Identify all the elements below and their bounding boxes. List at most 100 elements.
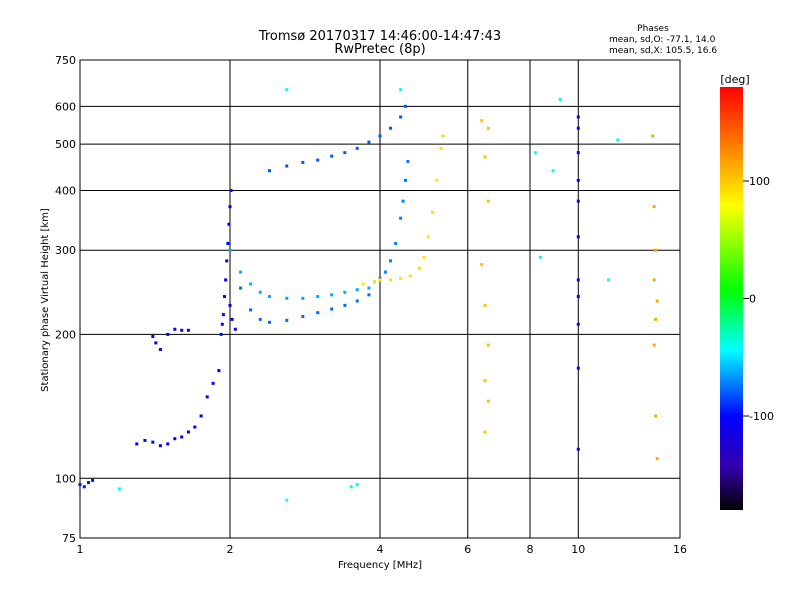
data-point bbox=[431, 210, 435, 214]
data-point bbox=[285, 88, 289, 92]
data-point bbox=[654, 317, 658, 321]
data-point bbox=[576, 295, 580, 299]
data-point bbox=[399, 276, 403, 280]
data-point bbox=[607, 278, 611, 282]
data-point bbox=[219, 332, 223, 336]
data-point bbox=[230, 317, 234, 321]
data-point bbox=[616, 138, 620, 142]
data-point bbox=[652, 343, 656, 347]
data-point bbox=[389, 259, 393, 263]
data-point bbox=[223, 295, 227, 299]
data-point bbox=[654, 414, 658, 418]
data-point bbox=[78, 483, 82, 487]
data-point bbox=[158, 347, 162, 351]
data-point bbox=[166, 332, 170, 336]
data-point bbox=[258, 317, 262, 321]
chart-title: Tromsø 20170317 14:46:00-14:47:43 bbox=[258, 29, 501, 44]
data-point bbox=[480, 119, 484, 123]
data-point bbox=[483, 155, 487, 159]
x-axis-label: Frequency [MHz] bbox=[338, 560, 422, 571]
data-points bbox=[78, 88, 659, 502]
x-tick-label: 16 bbox=[673, 543, 687, 556]
data-point bbox=[267, 295, 271, 299]
data-point bbox=[228, 205, 232, 209]
data-point bbox=[224, 278, 228, 282]
data-point bbox=[343, 151, 347, 155]
data-point bbox=[225, 259, 229, 263]
data-point bbox=[193, 425, 197, 429]
y-tick-label: 75 bbox=[62, 532, 76, 545]
data-point bbox=[355, 299, 359, 303]
data-point bbox=[576, 278, 580, 282]
data-point bbox=[349, 485, 353, 489]
y-tick-label: 750 bbox=[55, 54, 76, 67]
data-point bbox=[576, 199, 580, 203]
data-point bbox=[401, 199, 405, 203]
data-point bbox=[316, 158, 320, 162]
data-point bbox=[316, 295, 320, 299]
data-point bbox=[558, 98, 562, 102]
data-point bbox=[227, 222, 231, 226]
data-point bbox=[91, 478, 95, 482]
data-point bbox=[249, 282, 253, 286]
data-point bbox=[258, 290, 262, 294]
data-point bbox=[389, 126, 393, 130]
data-point bbox=[576, 235, 580, 239]
data-point bbox=[533, 151, 537, 155]
colorbar-tick-label: -100 bbox=[749, 410, 774, 423]
data-point bbox=[249, 308, 253, 312]
stats-heading: Phases bbox=[637, 24, 669, 34]
data-point bbox=[228, 303, 232, 307]
x-tick-label: 1 bbox=[77, 543, 84, 556]
data-point bbox=[221, 313, 225, 317]
data-point bbox=[367, 293, 371, 297]
y-axis-label: Stationary phase Virtual Height [km] bbox=[40, 208, 51, 392]
data-point bbox=[378, 276, 382, 280]
x-tick-label: 10 bbox=[571, 543, 585, 556]
data-point bbox=[439, 146, 443, 150]
y-tick-label: 200 bbox=[55, 328, 76, 341]
data-point bbox=[211, 381, 215, 385]
data-point bbox=[576, 366, 580, 370]
data-point bbox=[399, 88, 403, 92]
data-point bbox=[82, 485, 86, 489]
data-point bbox=[403, 178, 407, 182]
data-point bbox=[399, 216, 403, 220]
colorbar-tick-label: 0 bbox=[749, 293, 756, 306]
data-point bbox=[373, 280, 377, 284]
data-point bbox=[654, 248, 658, 252]
data-point bbox=[483, 430, 487, 434]
data-point bbox=[217, 369, 221, 373]
data-point bbox=[652, 278, 656, 282]
data-point bbox=[576, 178, 580, 182]
data-point bbox=[285, 318, 289, 322]
data-point bbox=[301, 296, 305, 300]
data-point bbox=[483, 379, 487, 383]
data-point bbox=[343, 303, 347, 307]
data-point bbox=[180, 435, 184, 439]
data-point bbox=[267, 169, 271, 173]
data-point bbox=[576, 115, 580, 119]
data-point bbox=[576, 322, 580, 326]
data-point bbox=[378, 134, 382, 138]
data-point bbox=[199, 414, 203, 418]
data-point bbox=[330, 293, 334, 297]
colorbar-ticks: 100 0 -100 bbox=[743, 175, 774, 423]
colorbar bbox=[720, 87, 743, 510]
data-point bbox=[426, 235, 430, 239]
x-axis-ticks: 1 2 4 6 8 10 16 bbox=[77, 543, 688, 556]
data-point bbox=[233, 327, 237, 331]
data-point bbox=[652, 205, 656, 209]
y-tick-label: 400 bbox=[55, 184, 76, 197]
data-point bbox=[367, 140, 371, 144]
y-tick-label: 600 bbox=[55, 100, 76, 113]
data-point bbox=[226, 241, 230, 245]
data-point bbox=[166, 442, 170, 446]
data-point bbox=[205, 395, 209, 399]
data-point bbox=[158, 444, 162, 448]
data-point bbox=[239, 286, 243, 290]
data-point bbox=[301, 314, 305, 318]
data-point bbox=[403, 104, 407, 108]
data-point bbox=[383, 270, 387, 274]
data-point bbox=[355, 146, 359, 150]
